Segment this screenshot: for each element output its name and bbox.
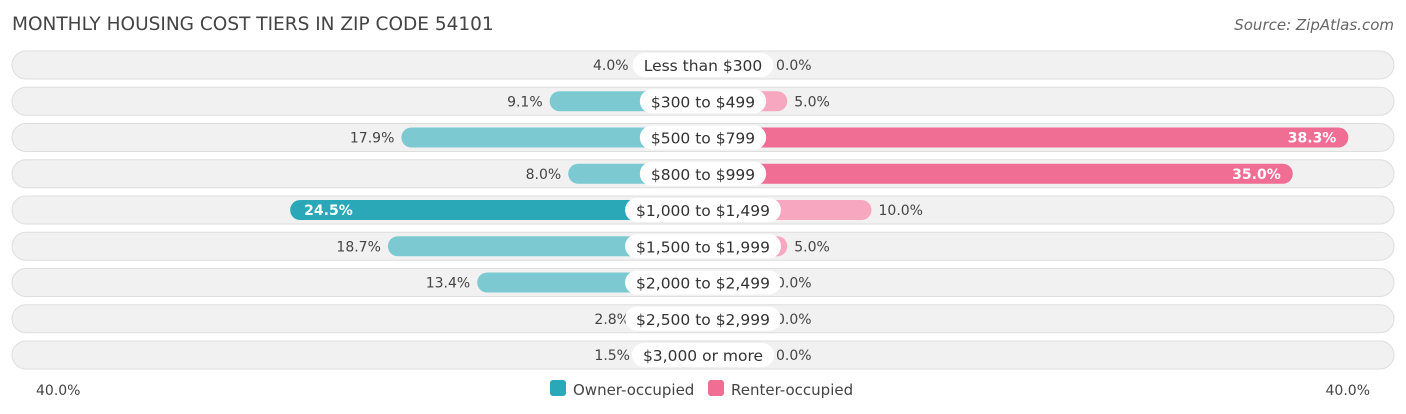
category-label-pill	[639, 161, 767, 186]
value-label-owner-occupied: 4.0%	[593, 58, 629, 74]
chart-row: 13.4% 0.0% $2,000 to $2,499	[11, 268, 1395, 297]
legend-swatch-renter	[708, 380, 724, 396]
chart-row: 18.7% 5.0% $1,500 to $1,999	[11, 231, 1395, 261]
bar-owner-occupied	[290, 200, 703, 220]
legend-label-renter: Renter-occupied	[731, 381, 853, 399]
value-label-renter-occupied: 0.0%	[776, 312, 812, 328]
category-label-pill	[632, 53, 774, 77]
category-label-pill	[625, 234, 781, 259]
bar-renter-occupied	[703, 163, 1293, 184]
value-label-renter-occupied: 0.0%	[776, 348, 812, 364]
category-label: $2,000 to $2,499	[636, 275, 770, 293]
bar-owner-occupied	[401, 127, 703, 148]
value-label-renter-occupied: 35.0%	[1232, 167, 1281, 183]
chart-row: 1.5% 0.0% $3,000 or more	[11, 340, 1395, 370]
axis-label-right: 40.0%	[1326, 383, 1370, 399]
chart-rows: 4.0% 0.0% Less than $300 9.1% 5.0% $300 to $4…	[11, 50, 1395, 370]
chart-row: 4.0% 0.0% Less than $300	[11, 50, 1395, 80]
value-label-owner-occupied: 24.5%	[304, 203, 353, 219]
chart-legend: Owner-occupied Renter-occupied	[550, 380, 853, 399]
category-label: $1,000 to $1,499	[636, 202, 770, 220]
chart-row: 8.0% 35.0% $800 to $999	[11, 159, 1395, 189]
category-label: $3,000 or more	[643, 347, 763, 365]
chart-title: MONTHLY HOUSING COST TIERS IN ZIP CODE 5…	[12, 14, 494, 35]
category-label: $1,500 to $1,999	[636, 238, 770, 256]
category-label-pill	[639, 89, 767, 114]
value-label-owner-occupied: 1.5%	[594, 348, 630, 364]
value-label-renter-occupied: 10.0%	[879, 203, 923, 219]
chart-source: Source: ZipAtlas.com	[1234, 16, 1394, 34]
chart-row: 17.9% 38.3% $500 to $799	[11, 123, 1395, 152]
value-label-renter-occupied: 5.0%	[794, 94, 830, 110]
value-label-owner-occupied: 13.4%	[426, 276, 470, 292]
bar-owner-occupied	[387, 236, 703, 257]
value-label-owner-occupied: 2.8%	[594, 312, 630, 328]
bar-renter-occupied	[703, 127, 1349, 148]
value-label-owner-occupied: 8.0%	[526, 167, 562, 183]
axis-label-left: 40.0%	[36, 383, 80, 399]
legend-swatch-owner	[550, 380, 566, 396]
category-label: $300 to $499	[651, 93, 755, 111]
category-label: $2,500 to $2,999	[636, 311, 770, 329]
chart-row: 2.8% 0.0% $2,500 to $2,999	[11, 304, 1395, 334]
category-label: Less than $300	[644, 57, 763, 75]
value-label-renter-occupied: 0.0%	[776, 276, 812, 292]
legend-label-owner: Owner-occupied	[573, 381, 694, 399]
category-label-pill	[639, 125, 767, 150]
category-label-pill	[625, 270, 781, 295]
category-label-pill	[625, 306, 781, 331]
chart-row: 9.1% 5.0% $300 to $499	[11, 86, 1395, 116]
value-label-renter-occupied: 5.0%	[794, 239, 830, 255]
category-label: $800 to $999	[651, 166, 755, 184]
value-label-renter-occupied: 0.0%	[776, 58, 812, 74]
value-label-owner-occupied: 18.7%	[336, 239, 380, 255]
value-label-renter-occupied: 38.3%	[1288, 131, 1337, 147]
chart-row: 24.5% 10.0% $1,000 to $1,499	[11, 195, 1395, 225]
category-label-pill	[631, 343, 775, 367]
value-label-owner-occupied: 9.1%	[507, 94, 543, 110]
value-label-owner-occupied: 17.9%	[350, 131, 394, 147]
category-label-pill	[625, 198, 781, 222]
category-label: $500 to $799	[651, 130, 755, 148]
